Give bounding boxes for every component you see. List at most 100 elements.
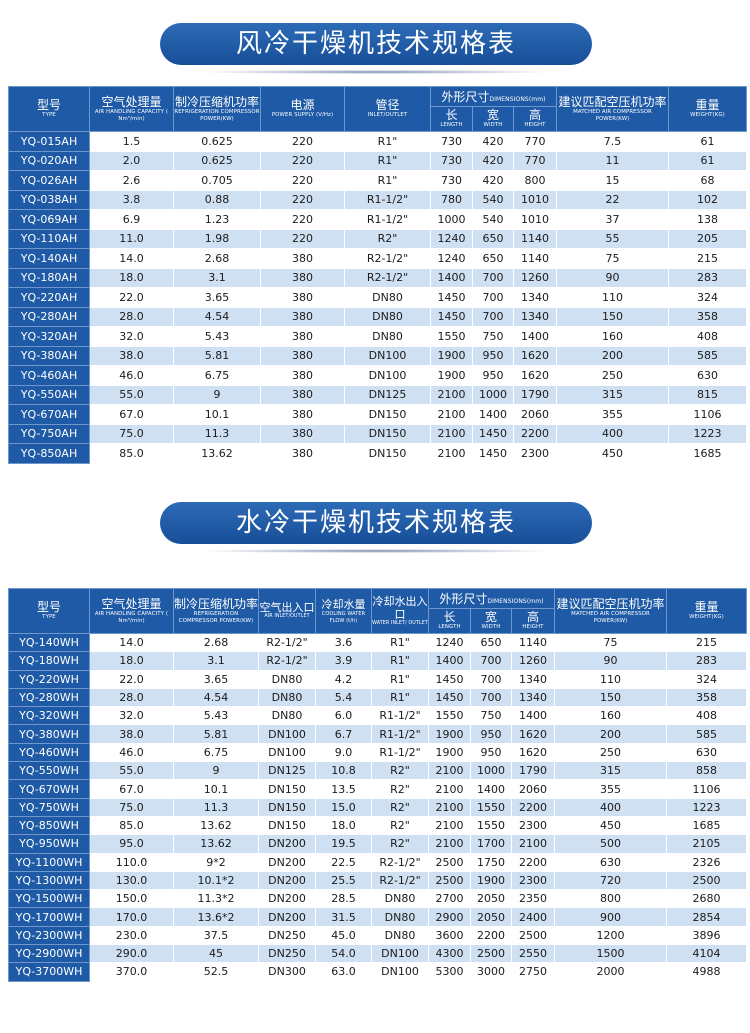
table-cell: 630 — [666, 742, 747, 763]
table-cell: 380 — [260, 306, 345, 327]
table-row: YQ-460AH 46.0 6.75 380 DN100 1900 950 1620 250 63… — [8, 365, 747, 386]
table-cell: 170.0 — [89, 907, 174, 927]
table-cell: 2.0 — [89, 150, 174, 171]
model-cell: YQ-670WH — [8, 779, 90, 799]
table-cell: 14.0 — [89, 248, 174, 269]
table-cell: 800 — [554, 889, 667, 909]
model-cell: YQ-140WH — [8, 632, 90, 653]
table-cell: R1" — [344, 150, 431, 171]
table-cell: 858 — [666, 761, 747, 781]
table-cell: 5.81 — [173, 724, 259, 744]
table-cell: 380 — [260, 267, 345, 288]
table-cell: 22 — [556, 189, 669, 210]
model-cell: YQ-1500WH — [8, 889, 90, 909]
table-cell: 11 — [556, 150, 669, 171]
table-cell: DN200 — [258, 889, 316, 909]
header-matched-power: 建议匹配空压机功率 MATCHED AIR COMPRESSOR POWER(KW… — [554, 588, 667, 634]
table-cell: 1450 — [428, 687, 471, 708]
table-cell: R1-1/2" — [371, 706, 429, 726]
table-cell: 138 — [668, 209, 747, 230]
table-cell: DN100 — [371, 944, 429, 964]
table-cell: R1" — [344, 131, 431, 152]
table-cell: 1200 — [554, 925, 667, 946]
table-cell: R1-1/2" — [344, 209, 431, 230]
table-cell: 13.62 — [173, 443, 261, 464]
table-row: YQ-069AH 6.9 1.23 220 R1-1/2" 1000 540 1010 37 13… — [8, 209, 747, 230]
table-cell: DN125 — [344, 384, 431, 405]
water-cooled-table-body: YQ-140WH 14.0 2.68 R2-1/2" 3.6 R1" 1240 650 1140… — [8, 632, 747, 982]
table-cell: 1900 — [430, 345, 473, 366]
table-cell: 730 — [430, 131, 473, 152]
header-type: 型号 TYPE — [8, 588, 90, 634]
table-cell: R2-1/2" — [344, 248, 431, 269]
header-length: 长 LENGTH — [430, 106, 473, 132]
table-cell: 1260 — [513, 267, 557, 288]
table-cell: 1.5 — [89, 131, 174, 152]
table-cell: 950 — [472, 365, 514, 386]
table-cell: 1685 — [668, 443, 747, 464]
table-cell: DN150 — [344, 443, 431, 464]
table-cell: DN80 — [258, 706, 316, 726]
table-cell: 220 — [260, 209, 345, 230]
table-row: YQ-220WH 22.0 3.65 DN80 4.2 R1" 1450 700 1340 110… — [8, 669, 747, 689]
table-cell: 3.6 — [315, 632, 372, 653]
table-row: YQ-460WH 46.0 6.75 DN100 9.0 R1-1/2" 1900 950 16… — [8, 742, 747, 763]
table-cell: 2.6 — [89, 170, 174, 191]
table-cell: 358 — [666, 687, 747, 708]
table-cell: DN80 — [344, 326, 431, 347]
table-cell: 67.0 — [89, 404, 174, 425]
table-cell: 11.3*2 — [173, 889, 259, 909]
model-cell: YQ-380AH — [8, 345, 90, 366]
table-cell: 13.62 — [173, 815, 259, 836]
table-cell: 0.625 — [173, 150, 261, 171]
table-cell: 1685 — [666, 815, 747, 836]
table-cell: 9 — [173, 761, 259, 781]
table-cell: 38.0 — [89, 345, 174, 366]
table-cell: 290.0 — [89, 944, 174, 964]
table-cell: 3600 — [428, 925, 471, 946]
table-cell: 1240 — [430, 228, 473, 249]
table-cell: 1140 — [513, 248, 557, 269]
table-cell: 55.0 — [89, 761, 174, 781]
table-cell: R2" — [371, 779, 429, 799]
table-cell: 420 — [472, 170, 514, 191]
table-cell: 75 — [554, 632, 667, 653]
table-cell: 55.0 — [89, 384, 174, 405]
table-cell: 55 — [556, 228, 669, 249]
table-cell: 0.705 — [173, 170, 261, 191]
table-cell: 220 — [260, 228, 345, 249]
table-cell: 110.0 — [89, 852, 174, 872]
table-cell: 2300 — [511, 870, 555, 891]
table-cell: 1790 — [511, 761, 555, 781]
water-cooled-title: 水冷干燥机技术规格表 — [160, 502, 592, 544]
table-cell: DN150 — [344, 423, 431, 444]
table-cell: 1550 — [470, 797, 512, 817]
table-cell: DN200 — [258, 852, 316, 872]
table-cell: DN80 — [344, 287, 431, 308]
table-cell: 0.625 — [173, 131, 261, 152]
table-cell: 2050 — [470, 889, 512, 909]
table-row: YQ-3700WH 370.0 52.5 DN300 63.0 DN100 5300 3000… — [8, 962, 747, 982]
table-row: YQ-670WH 67.0 10.1 DN150 13.5 R2" 2100 1400 2060… — [8, 779, 747, 799]
table-row: YQ-1700WH 170.0 13.6*2 DN200 31.5 DN80 2900 205… — [8, 907, 747, 927]
table-row: YQ-140AH 14.0 2.68 380 R2-1/2" 1240 650 1140 75 2… — [8, 248, 747, 269]
table-cell: 22.0 — [89, 287, 174, 308]
table-cell: 2854 — [666, 907, 747, 927]
table-cell: 18.0 — [315, 815, 372, 836]
table-cell: 2500 — [428, 870, 471, 891]
table-cell: 1400 — [513, 326, 557, 347]
model-cell: YQ-550WH — [8, 761, 90, 781]
table-cell: 380 — [260, 326, 345, 347]
header-ref-power: 制冷压缩机功率 REFRIGERATION COMPRESSOR POWER(KW… — [173, 86, 261, 132]
table-cell: 2100 — [430, 384, 473, 405]
header-weight: 重量 WEIGHT(KG) — [668, 86, 747, 132]
table-cell: 52.5 — [173, 962, 259, 982]
table-cell: 1450 — [472, 443, 514, 464]
table-cell: 5.43 — [173, 326, 261, 347]
table-cell: 2100 — [430, 404, 473, 425]
table-row: YQ-110AH 11.0 1.98 220 R2" 1240 650 1140 55 205 — [8, 228, 747, 249]
table-cell: 2100 — [428, 779, 471, 799]
table-cell: 2060 — [511, 779, 555, 799]
table-cell: 160 — [554, 706, 667, 726]
table-cell: 37.5 — [173, 925, 259, 946]
